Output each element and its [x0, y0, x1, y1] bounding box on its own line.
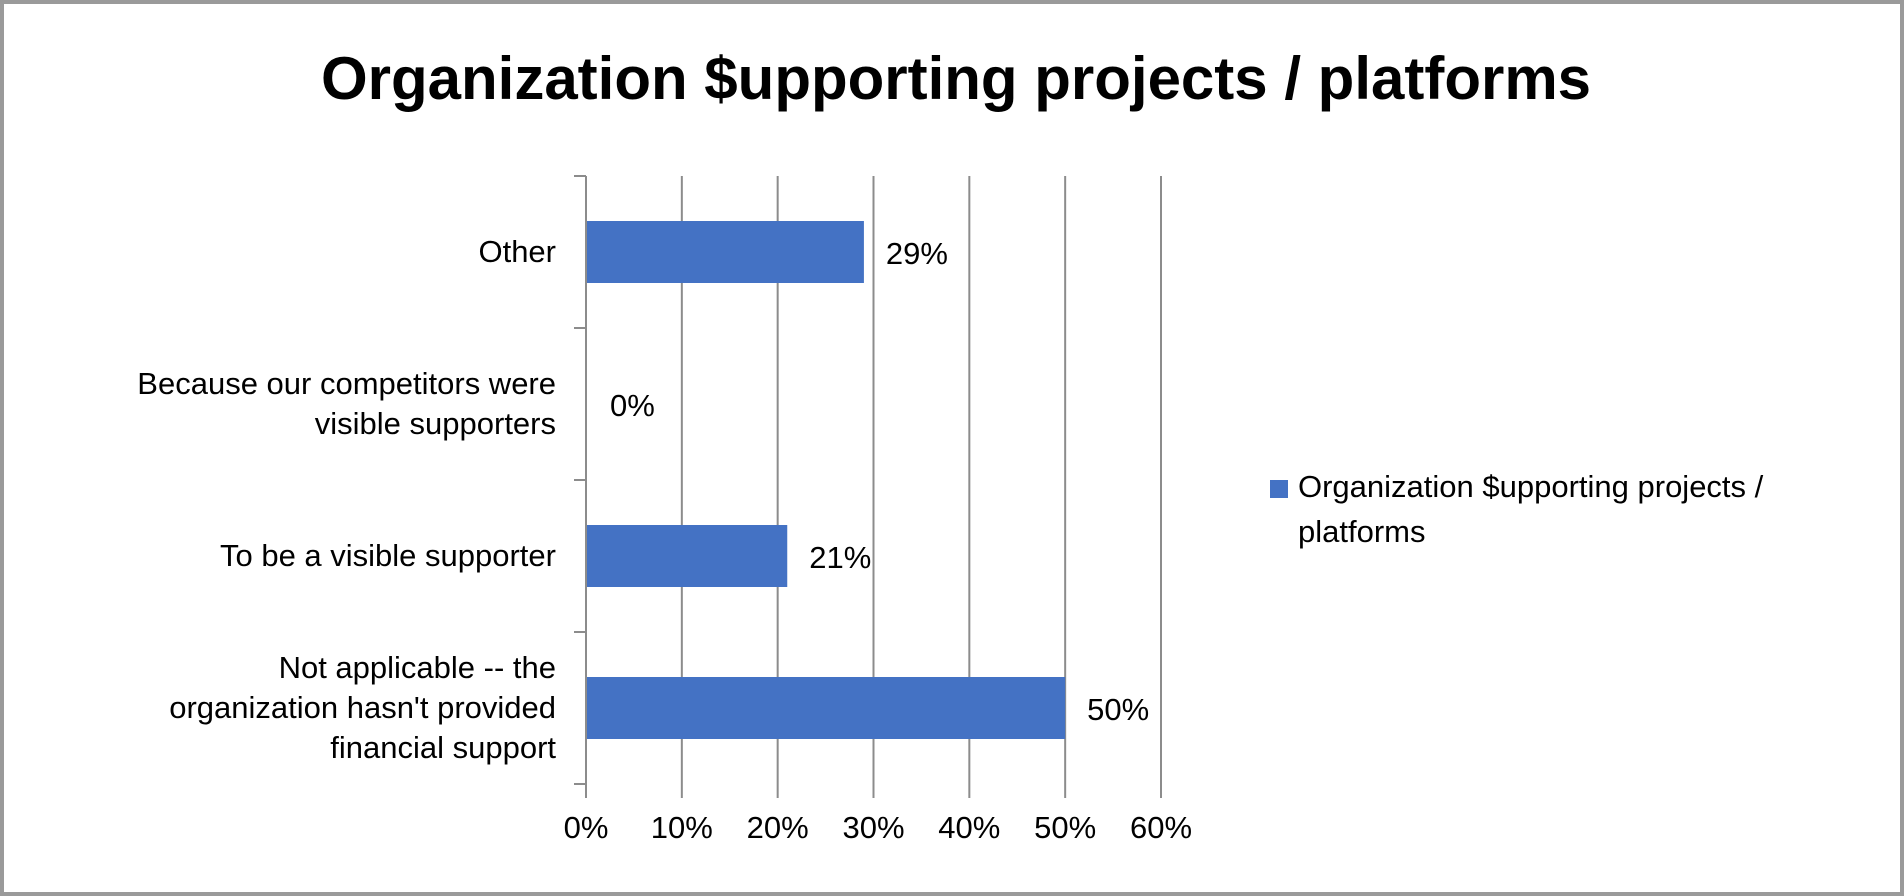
category-label-line: Other	[478, 234, 556, 269]
bar	[586, 221, 864, 283]
chart-title: Organization $upporting projects / platf…	[320, 45, 1592, 112]
category-label: Not applicable -- the organization hasn't…	[16, 648, 556, 768]
legend-swatch	[1270, 480, 1288, 498]
x-tick-label: 10%	[651, 810, 713, 845]
x-tick-label: 20%	[747, 810, 809, 845]
data-label: 0%	[610, 388, 655, 423]
x-tick-label: 30%	[842, 810, 904, 845]
x-tick-label: 0%	[564, 810, 609, 845]
data-label: 21%	[809, 540, 871, 575]
category-label-line: To be a visible supporter	[219, 538, 556, 573]
legend: Organization $upporting projects / platf…	[1270, 464, 1870, 554]
category-label: Other	[16, 232, 556, 272]
data-label: 50%	[1087, 692, 1149, 727]
category-label-line: Because our competitors were	[137, 366, 556, 401]
category-label: To be a visible supporter	[16, 536, 556, 576]
category-label-line: visible supporters	[314, 406, 556, 441]
plot-area: 0% 10% 20% 30% 40% 50% 60% 29% 0% 21% 50%	[564, 175, 1192, 845]
data-label: 29%	[886, 236, 948, 271]
x-tick-label: 40%	[938, 810, 1000, 845]
bar	[586, 677, 1066, 739]
category-label: Because our competitors were visible supp…	[16, 364, 556, 444]
category-label-line: financial support	[330, 730, 556, 765]
legend-label: Organization $upporting projects / platf…	[1298, 469, 1764, 549]
x-tick-label: 50%	[1034, 810, 1096, 845]
bar	[586, 525, 788, 587]
x-tick-label: 60%	[1130, 810, 1192, 845]
category-label-line: organization hasn't provided	[169, 690, 556, 725]
category-label-line: Not applicable -- the	[278, 650, 556, 685]
